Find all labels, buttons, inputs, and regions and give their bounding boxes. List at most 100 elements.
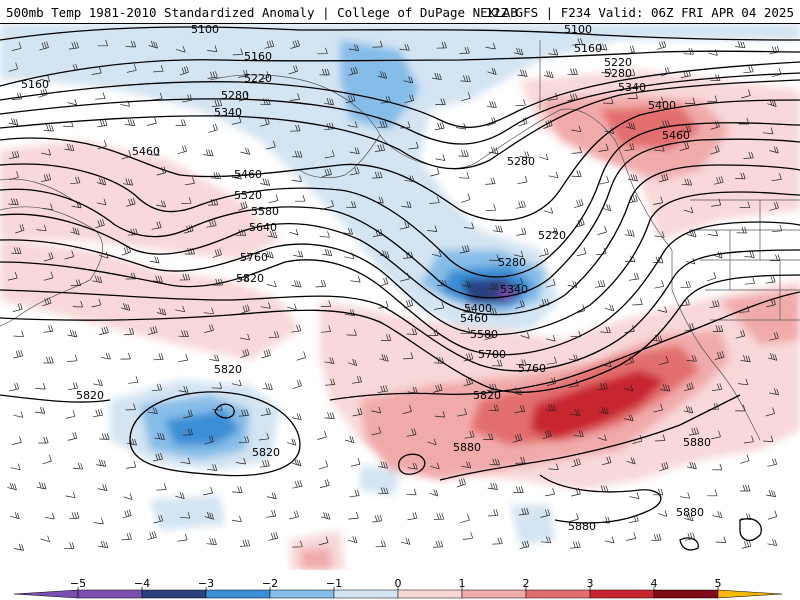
wind-barb <box>767 458 778 467</box>
wind-barb <box>623 414 634 422</box>
wind-barb <box>345 201 357 208</box>
wind-barb <box>268 531 279 541</box>
wind-barb <box>147 407 158 415</box>
wind-barb <box>653 196 664 205</box>
wind-barb <box>486 307 497 315</box>
wind-barb <box>488 146 499 155</box>
wind-barb <box>520 332 530 339</box>
wind-barb <box>771 68 782 78</box>
wind-barb <box>184 247 195 255</box>
wind-barb <box>291 413 302 421</box>
wind-barb <box>91 66 102 75</box>
wind-barb <box>259 459 270 468</box>
wind-barb <box>380 334 392 341</box>
wind-barb <box>488 404 499 412</box>
wind-barb <box>571 458 581 468</box>
legend-tick-label: 2 <box>523 577 530 590</box>
wind-barb <box>743 435 754 444</box>
wind-barb <box>7 271 18 281</box>
wind-barb <box>292 480 303 489</box>
wind-barb <box>122 509 132 519</box>
wind-barb <box>652 256 664 264</box>
height-contour-line <box>0 79 800 170</box>
wind-barb <box>180 512 191 519</box>
wind-barb <box>434 410 446 418</box>
wind-barb <box>156 483 167 491</box>
wind-barb <box>715 536 727 543</box>
wind-barb <box>741 540 752 549</box>
wind-barb <box>99 433 110 440</box>
wind-barb <box>515 99 526 106</box>
wind-barb <box>318 536 329 546</box>
wind-barb <box>707 489 718 497</box>
wind-barb <box>289 510 299 520</box>
wind-barb <box>178 353 189 363</box>
wind-barb <box>492 359 503 367</box>
wind-barb <box>712 325 724 332</box>
wind-barb <box>455 122 467 130</box>
wind-barb <box>322 168 332 177</box>
wind-barb <box>399 220 410 230</box>
contour-label: 5400 <box>464 302 492 315</box>
wind-barb <box>604 536 615 544</box>
wind-barb <box>659 120 670 128</box>
wind-barb <box>515 299 525 309</box>
legend-tick-label: 3 <box>587 577 594 590</box>
wind-barb <box>175 305 186 313</box>
wind-barb <box>377 71 388 79</box>
wind-barb <box>99 326 109 335</box>
wind-barb <box>686 461 697 470</box>
wind-barb <box>127 228 138 236</box>
wind-barb <box>769 332 779 341</box>
wind-barb <box>238 69 249 78</box>
wind-barb <box>156 166 167 176</box>
wind-barb <box>65 491 76 499</box>
wind-barb <box>601 67 612 74</box>
wind-barb <box>512 277 523 286</box>
wind-barb <box>380 250 390 258</box>
wind-barb <box>429 489 439 497</box>
wind-barb <box>350 275 361 283</box>
wind-barb <box>735 41 746 49</box>
wind-barb <box>348 44 360 51</box>
wind-barb <box>547 92 558 101</box>
wind-barb <box>399 43 410 51</box>
wind-barb <box>710 120 720 130</box>
wind-barb <box>461 193 471 203</box>
wind-barb <box>203 307 214 315</box>
wind-barb <box>567 68 578 76</box>
contour-label: 5460 <box>132 145 160 158</box>
wind-barb <box>378 277 389 287</box>
wind-barb <box>485 204 497 211</box>
wind-barb <box>292 379 302 390</box>
wind-barb <box>545 278 556 288</box>
wind-barb <box>771 173 782 182</box>
wind-barb <box>349 147 360 155</box>
wind-barb <box>680 281 691 289</box>
legend-tick-label: 5 <box>715 577 722 590</box>
contour-label: 5220 <box>538 229 566 242</box>
wind-barb <box>127 438 137 446</box>
height-contour-line <box>0 394 111 403</box>
wind-barb <box>121 149 132 160</box>
wind-barb <box>34 406 46 414</box>
legend-tick-label: 0 <box>395 577 402 590</box>
wind-barb <box>599 176 610 185</box>
wind-barb <box>238 274 249 282</box>
wind-barb <box>317 47 328 55</box>
anomaly-region-pos3 <box>600 105 700 150</box>
wind-barb <box>539 153 549 161</box>
wind-barb <box>260 302 271 309</box>
wind-barb <box>125 403 136 411</box>
wind-barb <box>403 299 414 309</box>
wind-barb <box>400 121 411 129</box>
wind-barb <box>126 460 137 469</box>
legend-swatch-neg2 <box>269 589 335 599</box>
wind-barb <box>259 71 270 81</box>
wind-barb <box>319 479 330 488</box>
wind-barb <box>344 309 355 316</box>
wind-barb <box>292 150 303 158</box>
wind-barb <box>42 203 53 210</box>
wind-barb <box>319 68 330 76</box>
wind-barb <box>709 300 720 309</box>
